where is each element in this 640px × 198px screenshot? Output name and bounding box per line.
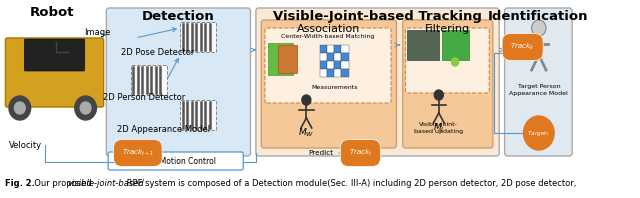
FancyBboxPatch shape: [180, 100, 216, 130]
FancyBboxPatch shape: [24, 39, 84, 71]
Text: Velocity: Velocity: [9, 141, 42, 149]
FancyBboxPatch shape: [131, 65, 166, 95]
FancyBboxPatch shape: [265, 28, 391, 103]
Bar: [320, 45, 327, 53]
Text: $Track_{t-1}$: $Track_{t-1}$: [122, 148, 154, 158]
Bar: [334, 53, 342, 61]
Bar: [442, 30, 468, 60]
Circle shape: [75, 96, 97, 120]
Bar: [320, 53, 327, 61]
Text: $M_J$: $M_J$: [433, 121, 445, 135]
Text: Predict: Predict: [308, 150, 333, 156]
FancyBboxPatch shape: [108, 152, 243, 170]
Text: $M_W$: $M_W$: [298, 127, 314, 139]
Bar: [342, 53, 349, 61]
Text: Our proposed: Our proposed: [29, 179, 94, 188]
Text: Filtering: Filtering: [425, 24, 470, 34]
Text: Center-Width-based Matching: Center-Width-based Matching: [282, 33, 374, 38]
Text: 2D Person Detector: 2D Person Detector: [103, 92, 186, 102]
Bar: [334, 61, 342, 69]
Text: Robot: Robot: [30, 6, 74, 18]
Text: $Track_k$: $Track_k$: [511, 42, 535, 52]
Text: Identification: Identification: [488, 10, 589, 23]
FancyBboxPatch shape: [403, 20, 493, 148]
Text: 2D Appearance Model: 2D Appearance Model: [117, 126, 211, 134]
Circle shape: [524, 116, 554, 150]
Text: 2D Pose Detector: 2D Pose Detector: [121, 48, 195, 56]
Text: Visible-joint-
based updating: Visible-joint- based updating: [414, 122, 463, 134]
Bar: [327, 45, 334, 53]
Bar: [327, 61, 334, 69]
Text: Visible-Joint-based Tracking: Visible-Joint-based Tracking: [273, 10, 482, 23]
Circle shape: [435, 90, 444, 100]
FancyBboxPatch shape: [406, 28, 489, 93]
Bar: [268, 43, 293, 75]
Text: Detection: Detection: [142, 10, 215, 23]
Text: Measurements: Measurements: [311, 85, 358, 89]
FancyBboxPatch shape: [504, 8, 572, 156]
Bar: [334, 69, 342, 77]
Text: visible-joint-based: visible-joint-based: [68, 179, 145, 188]
Bar: [407, 30, 439, 60]
FancyBboxPatch shape: [5, 38, 104, 107]
FancyBboxPatch shape: [256, 8, 499, 156]
Bar: [327, 69, 334, 77]
Text: RPF system is composed of a Detection module(Sec. III-A) including 2D person det: RPF system is composed of a Detection mo…: [124, 179, 577, 188]
Circle shape: [302, 95, 311, 105]
Circle shape: [532, 20, 546, 36]
Bar: [320, 69, 327, 77]
Bar: [278, 45, 298, 73]
FancyBboxPatch shape: [261, 20, 396, 148]
Bar: [342, 69, 349, 77]
Bar: [320, 61, 327, 69]
Text: Target Person
Appearance Model: Target Person Appearance Model: [509, 84, 568, 96]
Bar: [334, 45, 342, 53]
Text: $Target_t$: $Target_t$: [527, 129, 550, 137]
Circle shape: [80, 102, 91, 114]
Circle shape: [9, 96, 31, 120]
Text: Fig. 2.: Fig. 2.: [5, 179, 35, 188]
Circle shape: [15, 102, 25, 114]
Bar: [342, 45, 349, 53]
FancyBboxPatch shape: [106, 8, 250, 156]
Text: Robot Motion Control: Robot Motion Control: [135, 156, 216, 166]
Text: Association: Association: [297, 24, 360, 34]
Text: $Track_t$: $Track_t$: [349, 148, 372, 158]
Bar: [342, 61, 349, 69]
FancyBboxPatch shape: [180, 22, 216, 52]
Text: Image: Image: [84, 28, 111, 36]
Bar: [327, 53, 334, 61]
Circle shape: [451, 58, 459, 66]
